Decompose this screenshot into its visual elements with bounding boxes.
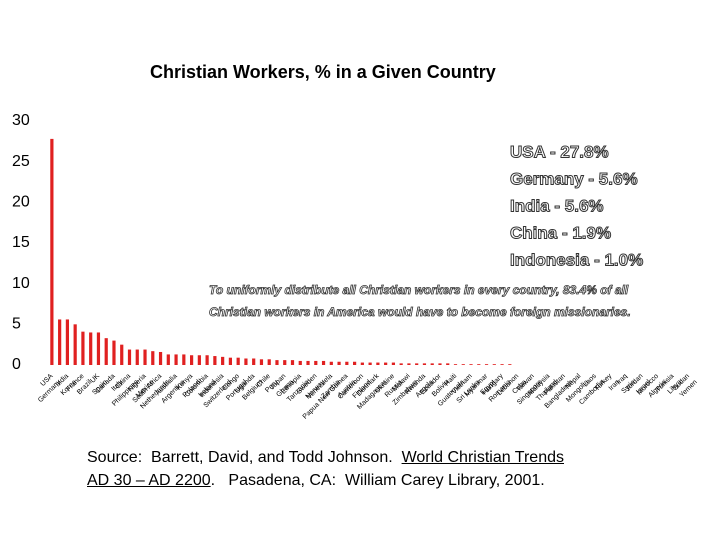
bar: [127, 349, 132, 365]
source-text: Source: Barrett, David, and Todd Johnson…: [87, 449, 402, 466]
source: Source: Barrett, David, and Todd Johnson…: [87, 446, 564, 492]
bar: [197, 355, 201, 365]
source-title: World Christian Trends: [401, 449, 564, 466]
bar: [329, 361, 333, 365]
bar: [81, 331, 85, 365]
bar: [174, 354, 178, 365]
bar: [407, 363, 411, 365]
bar: [376, 362, 380, 365]
bar: [259, 359, 264, 365]
bar: [352, 361, 357, 365]
note: To uniformly distribute all Christian wo…: [209, 283, 629, 297]
bar: [314, 360, 318, 365]
annotation: USA - 27.8%: [510, 142, 609, 161]
bar: [345, 361, 349, 365]
bar: [384, 362, 388, 365]
bar: [368, 362, 372, 365]
bar: [89, 332, 93, 365]
bar: [469, 364, 473, 365]
y-tick-label: 30: [12, 112, 30, 129]
y-tick-label: 10: [12, 275, 30, 292]
annotation: China - 1.9%: [510, 223, 611, 242]
bar: [143, 349, 147, 365]
source-title: AD 30 – AD 2200: [87, 472, 211, 489]
bar: [422, 363, 427, 365]
bar: [244, 358, 248, 365]
y-tick-label: 25: [12, 153, 30, 170]
bar: [182, 354, 186, 365]
bar: [500, 364, 504, 365]
bar: [104, 338, 108, 365]
bar: [236, 357, 240, 365]
bar: [484, 364, 489, 365]
bar: [189, 355, 194, 365]
bar: [120, 344, 124, 365]
bar: [213, 356, 217, 365]
annotation: Indonesia - 1.0%: [510, 250, 643, 269]
bar: [112, 340, 116, 365]
chart-title: Christian Workers, % in a Given Country: [150, 62, 496, 82]
bar: [306, 360, 310, 365]
bar: [58, 319, 62, 365]
bar: [228, 357, 233, 365]
bar: [158, 351, 163, 365]
y-tick-label: 20: [12, 194, 30, 211]
bar: [283, 360, 287, 365]
bar: [275, 360, 279, 365]
y-tick-label: 15: [12, 234, 30, 251]
bar: [50, 138, 54, 365]
bar: [399, 363, 403, 365]
bar: [477, 364, 481, 365]
bar: [453, 364, 458, 365]
bar: [221, 356, 225, 365]
source-text: . Pasadena, CA: William Carey Library, 2…: [210, 472, 545, 489]
note: Christian workers in America would have …: [209, 305, 631, 319]
bar: [415, 363, 419, 365]
bar: [166, 354, 170, 365]
bar: [446, 363, 450, 365]
bar: [151, 351, 155, 365]
bar: [73, 324, 77, 365]
bar: [252, 358, 256, 365]
bar: [337, 361, 341, 365]
bar: [508, 364, 512, 365]
bar: [430, 363, 434, 365]
bar: [298, 360, 302, 365]
chart: Christian Workers, % in a Given Country …: [12, 62, 699, 421]
bar: [461, 364, 465, 365]
bar: [321, 360, 326, 365]
bar: [360, 362, 364, 365]
bar: [492, 364, 496, 365]
annotation: India - 5.6%: [510, 196, 604, 215]
annotation: Germany - 5.6%: [510, 169, 638, 188]
bar: [290, 360, 295, 365]
bar: [391, 362, 396, 365]
bar: [65, 319, 70, 365]
y-tick-label: 0: [12, 356, 21, 373]
bar: [135, 349, 139, 365]
bar: [438, 363, 442, 365]
bar: [267, 359, 271, 365]
bar: [205, 355, 209, 365]
bar: [96, 332, 101, 365]
y-tick-label: 5: [12, 316, 21, 333]
